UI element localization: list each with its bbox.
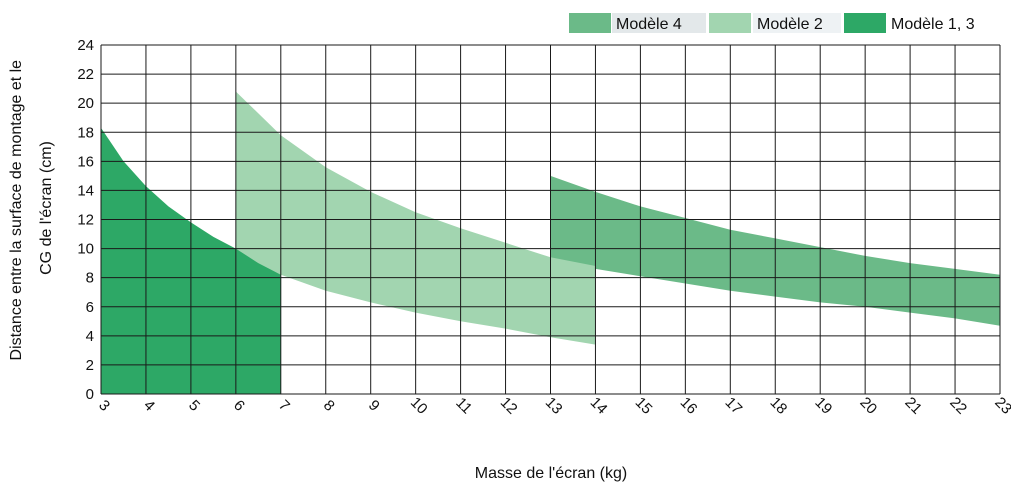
y-tick-label-2: 4 xyxy=(86,328,94,345)
y-tick-label-0: 0 xyxy=(86,386,94,403)
legend-label-bg-0 xyxy=(612,13,706,33)
x-tick-labels: 3 4 5 6 7 8 9 10 11 12 13 14 15 16 17 18 19 20 21 22 23 xyxy=(95,394,1011,418)
x-tick-label-11: 14 xyxy=(587,394,611,418)
x-tick-label-19: 22 xyxy=(946,394,970,418)
y-tick-label-10: 20 xyxy=(77,95,94,112)
x-tick-label-10: 13 xyxy=(542,394,566,418)
legend-swatch-2 xyxy=(844,13,886,33)
x-tick-label-15: 18 xyxy=(767,394,791,418)
legend-label-0: Modèle 4 xyxy=(616,16,682,33)
x-tick-label-13: 16 xyxy=(677,394,701,418)
legend-label-1: Modèle 2 xyxy=(757,16,823,33)
x-tick-label-4: 7 xyxy=(275,397,293,415)
x-tick-label-1: 4 xyxy=(140,397,158,415)
x-tick-label-17: 20 xyxy=(856,394,880,418)
y-tick-label-3: 6 xyxy=(86,299,94,316)
legend-swatch-0 xyxy=(569,13,611,33)
x-tick-label-16: 19 xyxy=(811,394,835,418)
legend-swatch-1 xyxy=(709,13,751,33)
x-tick-label-8: 11 xyxy=(452,394,475,417)
x-tick-label-0: 3 xyxy=(95,397,113,415)
legend: Modèle 4 Modèle 2 Modèle 1, 3 xyxy=(569,13,975,33)
y-tick-label-8: 16 xyxy=(77,153,94,170)
y-tick-label-9: 18 xyxy=(77,124,94,141)
y-tick-label-11: 22 xyxy=(77,66,94,83)
y-tick-label-1: 2 xyxy=(86,357,94,374)
x-tick-label-9: 12 xyxy=(497,394,521,418)
y-tick-label-4: 8 xyxy=(86,270,94,287)
x-tick-label-14: 17 xyxy=(722,394,746,418)
y-axis-title-line-1: Distance entre la surface de montage et … xyxy=(8,60,25,361)
legend-label-2: Modèle 1, 3 xyxy=(891,16,975,33)
x-tick-label-6: 9 xyxy=(365,397,383,415)
grid-lines xyxy=(100,44,1001,395)
y-tick-label-5: 10 xyxy=(77,241,94,258)
x-tick-label-2: 5 xyxy=(185,397,203,415)
y-tick-label-6: 12 xyxy=(77,212,94,229)
x-tick-label-3: 6 xyxy=(230,397,248,415)
y-tick-label-7: 14 xyxy=(77,182,94,199)
x-axis-title: Masse de l'écran (kg) xyxy=(475,465,627,482)
y-axis-title-line-2: CG de l'écran (cm) xyxy=(38,141,55,275)
x-tick-label-7: 10 xyxy=(407,394,431,418)
x-tick-label-5: 8 xyxy=(320,397,338,415)
x-tick-label-12: 15 xyxy=(632,394,656,418)
x-tick-label-20: 23 xyxy=(991,394,1011,418)
y-tick-label-12: 24 xyxy=(77,37,94,54)
y-axis-title: Distance entre la surface de montage et … xyxy=(8,55,55,360)
x-tick-label-18: 21 xyxy=(901,394,925,418)
legend-label-bg-1 xyxy=(753,13,841,33)
